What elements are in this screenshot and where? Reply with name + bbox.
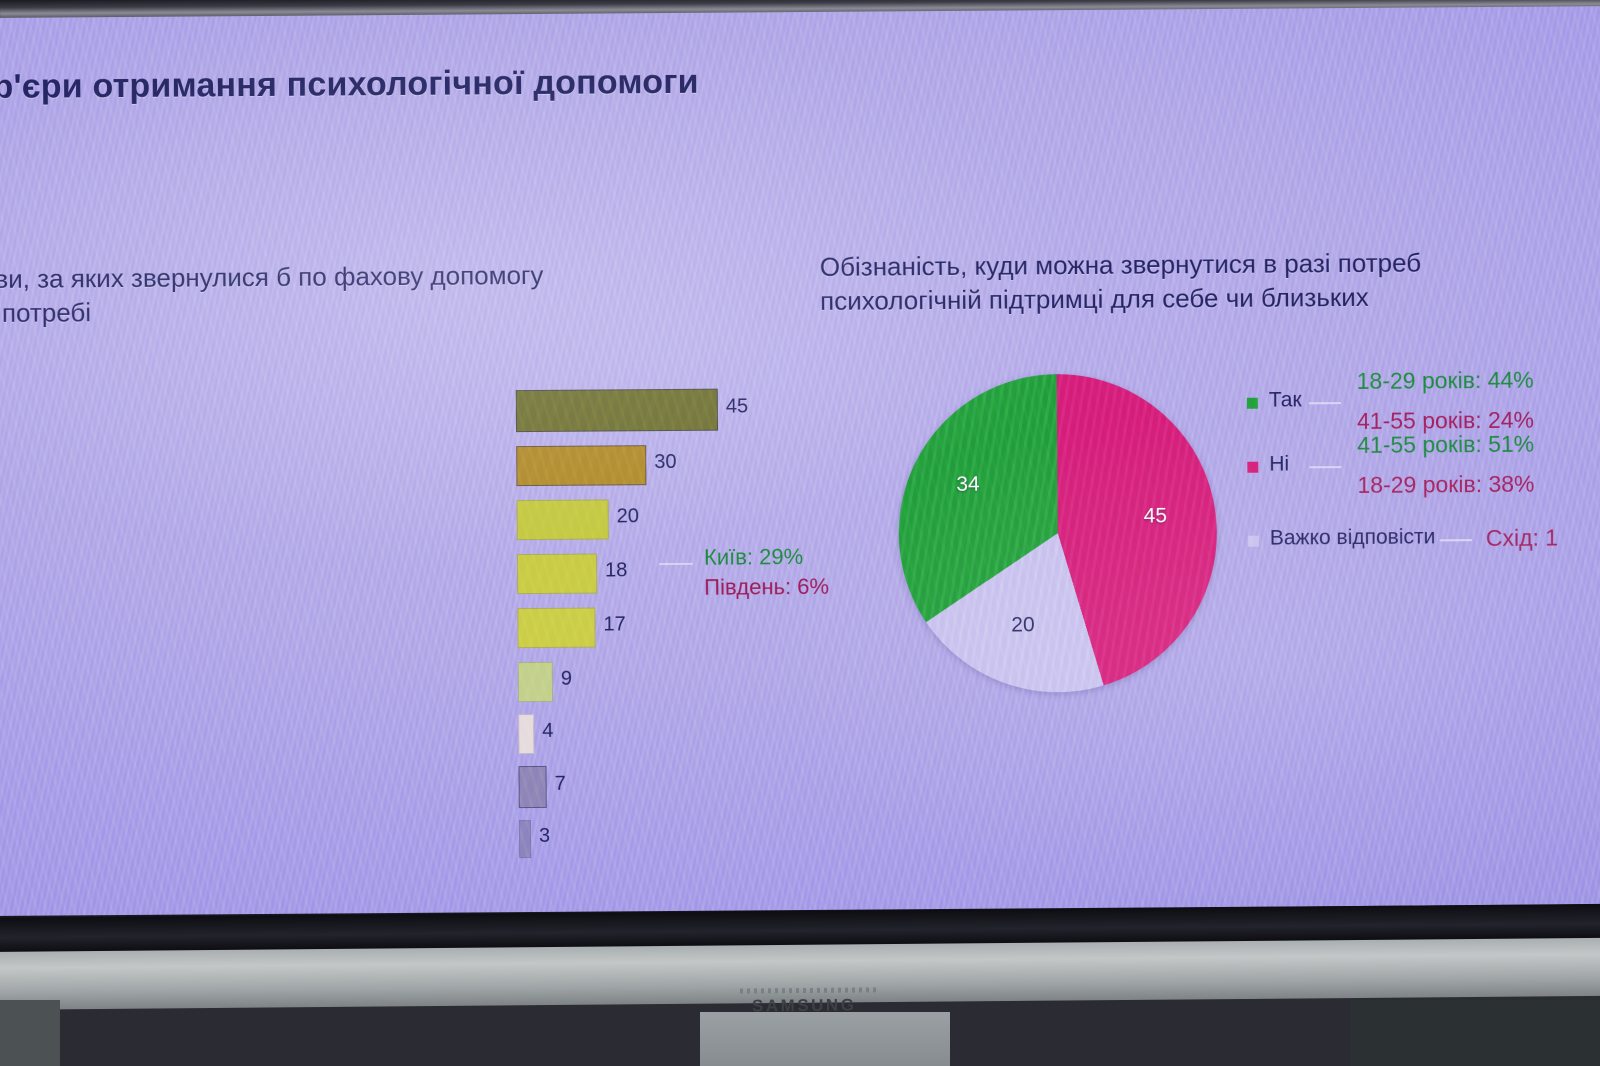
bar-value-label: 17 xyxy=(603,613,626,636)
pie-slice-value: 20 xyxy=(1011,613,1035,637)
legend-label: Важко відповісти xyxy=(1269,525,1436,550)
bar-row: Якщо ніхто про це не дізнається17 xyxy=(3,376,763,649)
monitor-stand xyxy=(700,1012,950,1066)
bar-value-label: 30 xyxy=(654,450,677,474)
legend-connector-line xyxy=(1309,466,1342,469)
bar xyxy=(516,499,609,541)
bar xyxy=(517,661,554,703)
bar-value-label: 20 xyxy=(616,505,640,528)
bar-row: Якщо допомога буде по телефону9 xyxy=(3,376,763,703)
page-title: р'єри отримання психологічної допомоги xyxy=(0,62,699,106)
annotation-connector-line xyxy=(659,562,694,566)
right-panel-subtitle: Обізнаність, куди можна звернутися в раз… xyxy=(820,244,1600,318)
pie-legend: Так 18-29 років: 44% 41-55 років: 24% Ні 41-… xyxy=(1246,367,1600,551)
legend-label: Ні xyxy=(1269,452,1290,476)
bar xyxy=(516,553,598,595)
bar-value-label: 18 xyxy=(604,559,628,582)
bar xyxy=(516,445,647,487)
bar-value-label: 45 xyxy=(725,395,749,418)
legend-label: Так xyxy=(1268,388,1302,412)
presentation-slide: р'єри отримання психологічної допомоги о… xyxy=(0,62,1600,1010)
pie-chart xyxy=(897,372,1218,694)
legend-swatch-icon xyxy=(1247,461,1259,473)
bar-value-label: 9 xyxy=(560,667,573,690)
bar-row: Якщо наважаться45 xyxy=(3,376,763,433)
bar-value-label: 4 xyxy=(542,719,554,742)
bar-row: Не потребують допомоги, незвертатимуться… xyxy=(3,376,763,859)
pie-slice-value: 45 xyxy=(1143,504,1168,528)
bar-row: Якщо допомога надаватиметься десьпоблизу… xyxy=(3,376,763,541)
right-subtitle-line1: Обізнаність, куди можна звернутися в раз… xyxy=(819,247,1422,282)
bar-row: що буде потреба у фаховій допомозі, небу… xyxy=(3,376,763,755)
bar xyxy=(515,388,719,433)
bar-row: Якщо допомога буде дистанційно онлайн18 xyxy=(3,376,763,595)
background-dark-right xyxy=(1350,1000,1600,1066)
bar xyxy=(518,820,532,859)
bar-row: Інше7 xyxy=(3,376,763,809)
left-subtitle-line2: и потребі xyxy=(0,297,92,329)
bar-row: Якщо допомога буде безкоштовна30 xyxy=(3,376,763,487)
annotation-kyiv: Київ: 29% xyxy=(703,544,804,570)
background-dark-left xyxy=(0,1000,60,1066)
right-subtitle-line2: психологічній підтримці для себе чи близ… xyxy=(819,282,1369,317)
bar xyxy=(518,714,535,755)
bar-value-label: 7 xyxy=(554,772,566,795)
bar-chart: Якщо наважаться45Якщо допомога буде безк… xyxy=(3,376,763,859)
legend-connector-line xyxy=(1439,539,1472,542)
bar-annotation: Київ: 29% Південь: 6% xyxy=(704,542,829,603)
legend-swatch-icon xyxy=(1247,535,1259,547)
legend-row[interactable]: Так 18-29 років: 44% 41-55 років: 24% xyxy=(1246,367,1600,434)
left-subtitle-line1: ови, за яких звернулися б по фахову допо… xyxy=(0,259,544,295)
pie-texture xyxy=(897,372,1218,694)
bar xyxy=(517,607,596,649)
legend-swatch-icon xyxy=(1246,397,1258,409)
legend-value: 41-55 років: 51% xyxy=(1357,430,1535,458)
legend-value: 18-29 років: 44% xyxy=(1356,366,1534,394)
legend-value: 18-29 років: 38% xyxy=(1357,470,1535,498)
legend-connector-line xyxy=(1308,402,1341,405)
legend-value: Схід: 1 xyxy=(1485,524,1559,552)
pie-slice-value: 34 xyxy=(956,472,980,496)
left-panel-subtitle: ови, за яких звернулися б по фахову допо… xyxy=(0,256,760,330)
bar-value-label: 3 xyxy=(538,824,551,847)
bar xyxy=(518,765,547,809)
monitor-screen: р'єри отримання психологічної допомоги о… xyxy=(0,6,1600,1010)
annotation-south: Південь: 6% xyxy=(704,573,830,600)
